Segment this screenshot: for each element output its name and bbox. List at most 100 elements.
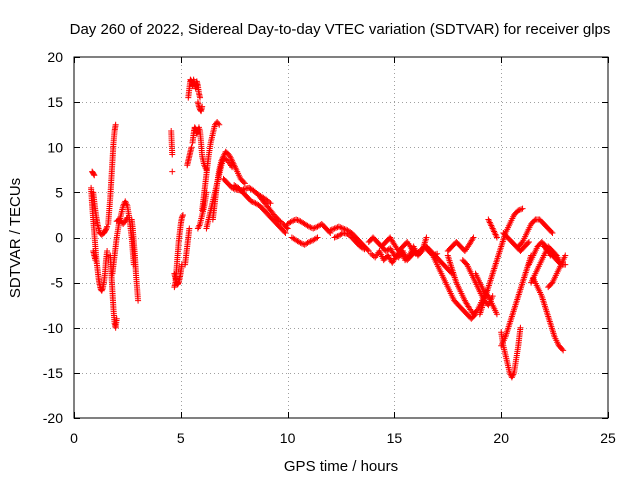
series-arc-29: [331, 229, 368, 253]
data-point: [338, 224, 345, 231]
data-point: [124, 214, 131, 221]
series-arc-14: [182, 225, 193, 268]
data-point: [288, 218, 295, 225]
data-point: [327, 227, 334, 234]
series-arc-10: [168, 128, 176, 158]
data-point: [360, 245, 367, 252]
data-point: [193, 130, 200, 137]
data-point: [305, 239, 312, 246]
series-arc-44: [515, 216, 556, 250]
data-point: [135, 297, 142, 304]
chart-title: Day 260 of 2022, Sidereal Day-to-day VTE…: [70, 21, 611, 38]
data-point: [91, 172, 98, 179]
data-point: [311, 224, 318, 231]
series-arc-11: [169, 168, 176, 175]
data-point: [194, 129, 201, 136]
data-point: [294, 217, 301, 224]
data-point: [465, 303, 472, 310]
data-point: [519, 205, 526, 212]
data-point: [249, 199, 256, 206]
series-arc-13: [171, 261, 185, 288]
data-point: [169, 151, 176, 158]
x-tick-label: 0: [70, 430, 78, 446]
data-point: [90, 171, 97, 178]
series-arc-15: [184, 144, 195, 169]
x-tick-label: 20: [493, 430, 509, 446]
x-tick-label: 25: [600, 430, 616, 446]
data-point: [333, 224, 340, 231]
series-arc-06: [107, 252, 120, 331]
data-point: [99, 286, 106, 293]
data-point: [240, 179, 247, 186]
data-point: [197, 94, 204, 101]
y-tick-label: 0: [55, 230, 63, 246]
data-point: [307, 224, 314, 231]
series-arc-41: [498, 324, 524, 381]
data-point: [314, 234, 321, 241]
data-point: [92, 257, 99, 264]
data-point: [412, 248, 419, 255]
data-point: [331, 234, 338, 241]
series-arc-20: [199, 118, 223, 214]
y-tick-label: 15: [47, 94, 63, 110]
data-point: [215, 120, 222, 127]
data-point: [266, 199, 273, 206]
data-point: [330, 226, 337, 233]
series-arc-16: [185, 76, 204, 101]
data-point: [517, 324, 524, 331]
data-point: [524, 240, 531, 247]
data-point: [188, 144, 195, 151]
series-arc-05: [105, 121, 119, 227]
series-arc-17: [194, 99, 206, 115]
series-arc-02: [89, 168, 98, 179]
data-point: [493, 234, 500, 241]
series-arc-24: [231, 182, 289, 236]
data-point: [248, 198, 255, 205]
series-arc-03: [90, 248, 99, 264]
data-point: [282, 229, 289, 236]
data-point: [199, 103, 206, 110]
data-point: [178, 214, 185, 221]
data-point: [98, 287, 105, 294]
data-point: [361, 246, 368, 253]
data-point: [305, 223, 312, 230]
data-point: [559, 346, 566, 353]
series-arc-40: [476, 205, 526, 318]
y-tick-label: -10: [43, 320, 63, 336]
data-point: [525, 239, 532, 246]
data-point: [103, 226, 110, 233]
series-arc-22: [209, 148, 248, 223]
data-point: [518, 206, 525, 213]
series-arc-47: [530, 275, 567, 354]
data-point: [391, 252, 398, 259]
data-point: [516, 206, 523, 213]
data-point: [307, 238, 314, 245]
plot-frame: [73, 56, 609, 419]
data-point: [123, 215, 130, 222]
data-point: [112, 121, 119, 128]
data-point: [331, 225, 338, 232]
series-arc-08: [113, 214, 131, 227]
x-axis-tick-labels: 0 5 10 15 20 25: [70, 430, 616, 446]
y-tick-label: -15: [43, 365, 63, 381]
series-arc-39: [485, 216, 500, 241]
data-point: [411, 249, 418, 256]
data-point: [113, 315, 120, 322]
data-point: [423, 234, 430, 241]
x-tick-label: 15: [387, 430, 403, 446]
data-point: [103, 225, 110, 232]
series-arc-32: [378, 243, 419, 264]
data-point: [390, 240, 397, 247]
series-arc-12: [171, 211, 186, 291]
y-tick-label: 10: [47, 139, 63, 155]
data-point: [241, 180, 248, 187]
y-axis-tick-labels: -20 -15 -10 -5 0 5 10 15 20: [43, 49, 63, 426]
data-point: [216, 121, 223, 128]
y-axis-label: SDTVAR / TECUs: [7, 178, 24, 298]
data-point: [470, 234, 477, 241]
data-point: [364, 246, 371, 253]
data-point: [337, 224, 344, 231]
data-point: [179, 213, 186, 220]
